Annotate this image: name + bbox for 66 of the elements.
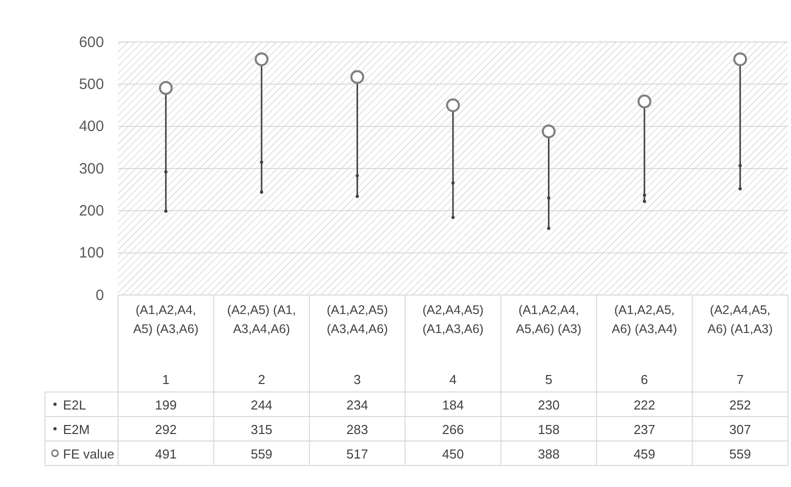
data-label: 283 [346, 422, 368, 437]
point [158, 81, 173, 95]
x-tick-label: (A2,A4,A5,A6) (A1,A3) [707, 303, 773, 336]
data-label: 559 [250, 446, 272, 462]
point [356, 174, 359, 178]
point [260, 190, 264, 194]
y-tick-label: 400 [78, 118, 104, 136]
point [733, 52, 748, 66]
data-label: 244 [250, 397, 272, 412]
data-label: 459 [634, 446, 656, 462]
text: 1 [162, 372, 170, 387]
legend-label: FE value [63, 446, 114, 462]
point [642, 193, 646, 197]
point [254, 52, 268, 66]
y-tick-label: 500 [78, 76, 104, 93]
data-label: 559 [729, 446, 751, 462]
data-label: 199 [155, 397, 177, 412]
legend-label: E2M [63, 422, 90, 437]
data-label: 491 [155, 446, 177, 462]
data-label: 292 [155, 422, 177, 437]
text: 7 [736, 372, 744, 387]
point [738, 187, 742, 190]
data-label: 315 [250, 422, 272, 437]
data-label: 230 [538, 397, 560, 412]
y-tick-label: 0 [96, 286, 104, 304]
point [260, 160, 264, 164]
point [164, 170, 168, 174]
y-tick-label: 300 [78, 160, 104, 178]
x-tick-label: (A1,A2,A5) (A3,A4,A6) [326, 303, 388, 336]
point [638, 94, 652, 108]
data-label: 237 [634, 422, 656, 437]
text: 4 [449, 372, 457, 387]
point [356, 194, 359, 198]
data-label: 388 [538, 446, 560, 462]
point [164, 209, 168, 213]
data-label: 450 [442, 446, 464, 462]
data-label: 252 [729, 397, 751, 412]
point [547, 196, 550, 200]
text: 3 [354, 372, 361, 387]
data-label: 517 [346, 446, 368, 462]
y-tick-label: 200 [78, 202, 104, 220]
text: 2 [258, 372, 266, 387]
x-tick-label: (A2,A5) (A1,A3,A4,A6) [227, 303, 296, 336]
point [642, 200, 646, 203]
text: 6 [640, 372, 648, 387]
data-label: 222 [634, 397, 656, 412]
x-tick-label: (A1,A2,A5,A6) (A3,A4) [612, 303, 678, 336]
x-tick-label: (A1,A2,A4,A5,A6) (A3) [516, 303, 582, 336]
point [350, 70, 364, 84]
point [446, 98, 460, 112]
text: 5 [545, 372, 552, 387]
point [738, 164, 742, 168]
point [547, 226, 550, 230]
x-tick-label: (A2,A4,A5) (A1,A3,A6) [422, 303, 484, 336]
data-label: 307 [729, 422, 751, 437]
y-tick-label: 600 [78, 34, 104, 51]
point [451, 216, 455, 220]
x-tick-label: (A1,A2,A4,A5) (A3,A6) [133, 303, 199, 336]
data-label: 184 [442, 397, 464, 412]
data-label: 234 [346, 397, 368, 412]
point [542, 124, 556, 138]
data-label: 266 [442, 422, 464, 437]
point [451, 181, 455, 184]
data-label: 158 [538, 422, 560, 437]
legend-label: E2L [63, 397, 86, 412]
y-tick-label: 100 [78, 244, 104, 262]
